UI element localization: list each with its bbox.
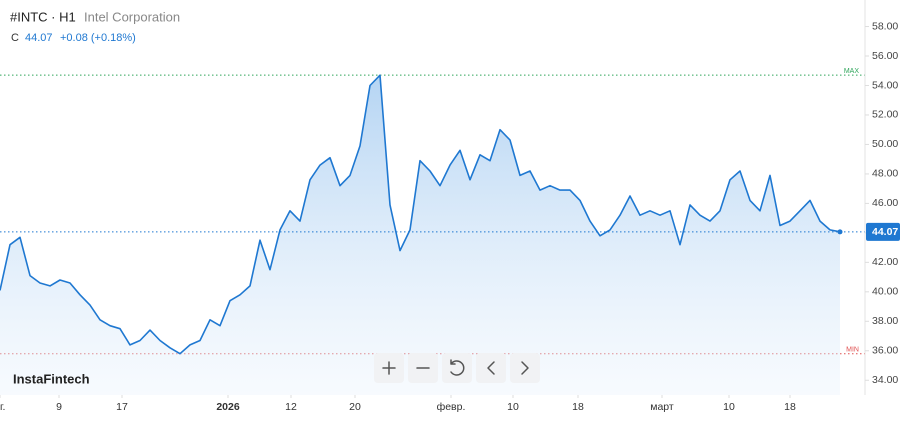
close-value: 44.07 — [25, 32, 53, 44]
zoom-controls — [374, 353, 540, 383]
y-tick-label: 36.00 — [872, 345, 898, 357]
scroll-left-button[interactable] — [476, 353, 506, 383]
x-tick-label: 18 — [784, 401, 796, 413]
annotation-label: MAX — [844, 68, 860, 75]
area-fill — [0, 75, 840, 395]
x-tick-label: 9 — [56, 401, 62, 413]
x-tick-label: 17 — [116, 401, 128, 413]
price-line — [0, 74, 841, 355]
zoom-in-button[interactable] — [374, 353, 404, 383]
plot-area — [0, 74, 865, 395]
y-tick-label: 58.00 — [872, 20, 898, 32]
close-badge-label: 44.07 — [872, 226, 898, 238]
y-tick-label: 56.00 — [872, 50, 898, 62]
y-tick-label: 50.00 — [872, 138, 898, 150]
scroll-right-button[interactable] — [510, 353, 540, 383]
x-tick-label: г. — [0, 401, 5, 413]
x-tick-label: 2026 — [216, 401, 240, 413]
symbol: #INTC · H1 — [10, 9, 76, 24]
y-tick-label: 46.00 — [872, 197, 898, 209]
y-tick-label: 42.00 — [872, 256, 898, 268]
y-tick-label: 40.00 — [872, 286, 898, 298]
brand: InstaFintech — [13, 371, 90, 386]
reset-button[interactable] — [442, 353, 472, 383]
y-tick-label: 34.00 — [872, 374, 898, 386]
instrument-name: Intel Corporation — [84, 9, 180, 24]
change: +0.08 (+0.18%) — [60, 32, 136, 44]
x-tick-label: 10 — [507, 401, 519, 413]
y-tick-label: 38.00 — [872, 315, 898, 327]
annotation-label: MIN — [846, 347, 859, 354]
x-tick-label: март — [650, 401, 674, 413]
y-tick-label: 48.00 — [872, 168, 898, 180]
y-tick-label: 52.00 — [872, 109, 898, 121]
x-tick-label: 18 — [572, 401, 584, 413]
x-tick-label: 20 — [349, 401, 361, 413]
header-panel — [4, 4, 172, 48]
x-tick-label: 12 — [285, 401, 297, 413]
x-tick-label: февр. — [437, 401, 466, 413]
x-tick-label: 10 — [723, 401, 735, 413]
close-label: C — [11, 32, 19, 44]
y-tick-label: 54.00 — [872, 79, 898, 91]
close-badge — [866, 222, 900, 241]
zoom-out-button[interactable] — [408, 353, 438, 383]
